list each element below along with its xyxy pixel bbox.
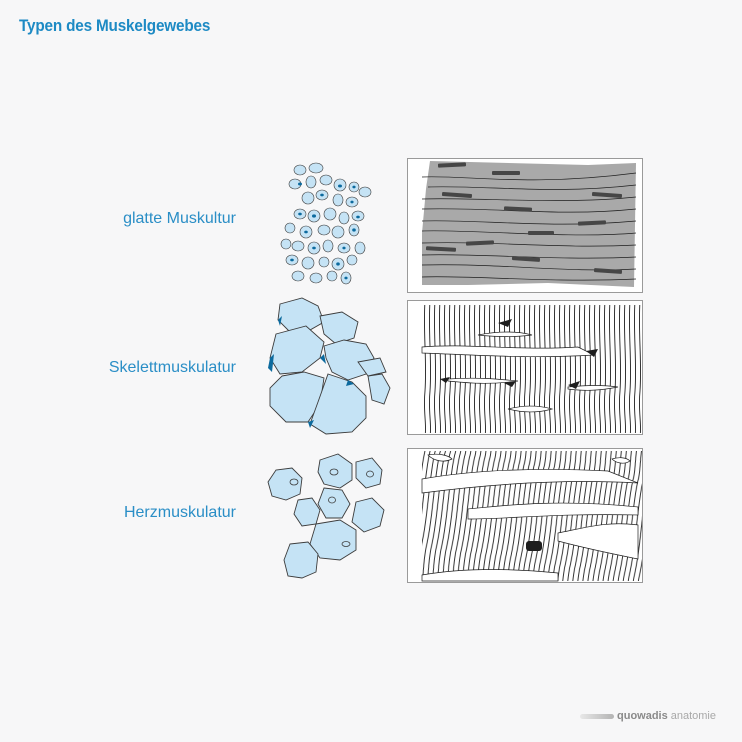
logo-mark-icon (580, 713, 614, 719)
logo-brand-text: quowadis (617, 710, 668, 722)
smooth-muscle-tissue-illustration (421, 161, 637, 287)
brand-logo: quowadis anatomie (580, 710, 716, 722)
cardiac-muscle-tissue-illustration (421, 451, 642, 582)
skeletal-muscle-cross-section (262, 296, 392, 436)
label-smooth-muscle: glatte Muskultur (123, 210, 236, 227)
label-cardiac-muscle: Herzmuskulatur (123, 504, 236, 521)
smooth-muscle-cross-section (278, 160, 374, 290)
logo-product-text: anatomie (670, 710, 716, 722)
page-title: Typen des Muskelgewebes (19, 16, 211, 35)
skeletal-muscle-longitudinal-section (407, 300, 643, 435)
skeletal-muscle-tissue-illustration (421, 305, 642, 433)
smooth-muscle-cells-illustration (280, 162, 372, 285)
cardiac-muscle-longitudinal-section (407, 448, 643, 583)
cardiac-muscle-cells-illustration (267, 453, 385, 579)
skeletal-muscle-cells-illustration (268, 297, 391, 435)
cardiac-muscle-cross-section (262, 452, 392, 580)
smooth-muscle-longitudinal-section (407, 158, 643, 293)
label-skeletal-muscle: Skelettmuskulatur (108, 359, 236, 376)
